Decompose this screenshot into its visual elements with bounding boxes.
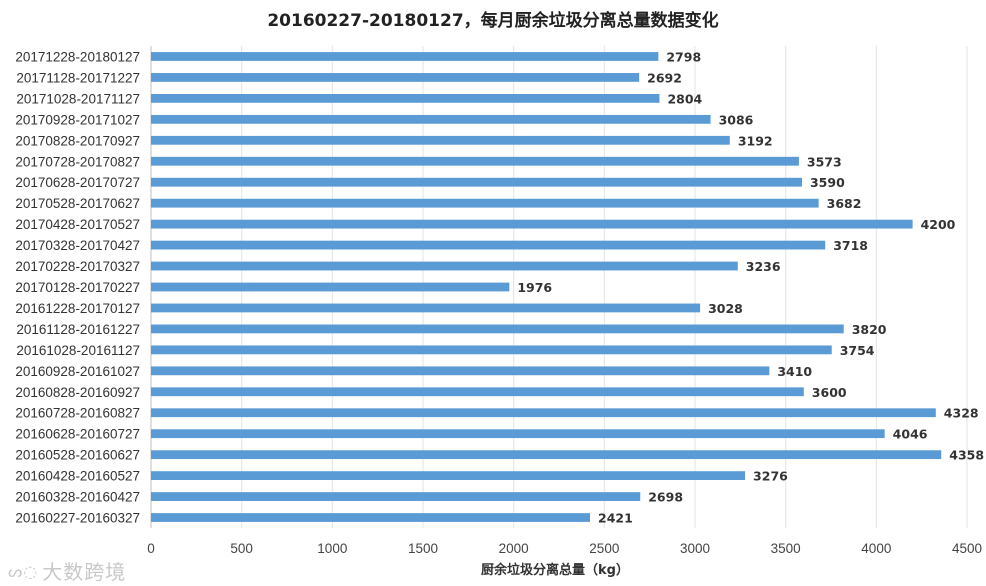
x-tick-label: 4500 <box>952 541 982 556</box>
data-label: 4046 <box>893 427 928 442</box>
bar <box>151 135 730 145</box>
x-axis-ticks: 0 500 1000 1500 2000 2500 3000 3500 4000 4500 <box>147 541 982 556</box>
x-tick-label: 3000 <box>680 541 710 556</box>
category-label: 20160928-20161027 <box>15 364 140 379</box>
x-tick-label: 1500 <box>408 541 438 556</box>
bar <box>151 240 826 250</box>
x-axis-title: 厨余垃圾分离总量（kg） <box>481 562 629 578</box>
bars <box>151 52 942 522</box>
bar <box>151 303 701 313</box>
data-label: 3590 <box>810 175 845 190</box>
category-label: 20170828-20170927 <box>15 133 140 148</box>
category-label: 20171228-20180127 <box>15 49 140 64</box>
category-label: 20160328-20160427 <box>15 490 140 505</box>
category-label: 20171028-20171127 <box>16 91 140 106</box>
bar <box>151 261 738 271</box>
data-label: 3573 <box>807 154 842 169</box>
category-label: 20170428-20170527 <box>15 217 140 232</box>
x-tick-label: 1000 <box>317 541 347 556</box>
x-tick-label: 0 <box>147 541 155 556</box>
category-label: 20161028-20161127 <box>16 343 140 358</box>
data-label: 3276 <box>753 469 788 484</box>
category-label: 20160528-20160627 <box>15 448 140 463</box>
data-label: 3192 <box>738 133 773 148</box>
category-label: 20170928-20171027 <box>15 112 140 127</box>
data-label: 2798 <box>666 49 701 64</box>
data-label: 3718 <box>833 238 868 253</box>
x-tick-label: 500 <box>230 541 253 556</box>
data-label: 3754 <box>840 343 875 358</box>
bar <box>151 366 770 376</box>
watermark-text: 大数跨境 <box>42 560 127 584</box>
category-labels: 20171228-20180127 20171128-20171227 201710… <box>15 49 140 525</box>
bar <box>151 513 591 522</box>
bar <box>151 324 844 334</box>
category-label: 20170728-20170827 <box>15 154 140 169</box>
bar <box>151 282 510 292</box>
bar <box>151 114 711 124</box>
bar <box>151 387 804 397</box>
bar <box>151 73 640 82</box>
bar <box>151 156 799 166</box>
bar <box>151 219 913 229</box>
data-label: 2804 <box>667 91 702 106</box>
category-label: 20170328-20170427 <box>15 238 140 253</box>
x-tick-label: 4000 <box>861 541 891 556</box>
category-label: 20170128-20170227 <box>15 280 140 295</box>
data-label: 3600 <box>812 385 847 400</box>
category-label: 20160227-20160327 <box>15 511 140 526</box>
category-label: 20160628-20160727 <box>15 427 140 442</box>
x-tick-label: 3500 <box>771 541 801 556</box>
data-label: 3820 <box>852 322 887 337</box>
bar <box>151 471 746 481</box>
bar <box>151 177 802 187</box>
data-label: 3028 <box>708 301 743 316</box>
category-label: 20160428-20160527 <box>15 469 140 484</box>
chart-title: 20160227-20180127，每月厨余垃圾分离总量数据变化 <box>267 11 719 31</box>
category-label: 20160728-20160827 <box>15 406 140 421</box>
data-label: 1976 <box>517 280 552 295</box>
data-label: 3236 <box>746 259 781 274</box>
bar <box>151 52 659 61</box>
bar <box>151 93 660 103</box>
data-label: 3086 <box>719 112 754 127</box>
data-label: 3410 <box>777 364 812 379</box>
data-label: 4358 <box>949 448 984 463</box>
logo-icon: ᔕ◌ <box>8 562 39 581</box>
data-labels: 2798 2692 2804 3086 3192 3573 3590 3682 4200 3718… <box>517 49 984 525</box>
bar <box>151 198 819 208</box>
x-tick-label: 2000 <box>499 541 529 556</box>
bar <box>151 429 885 439</box>
data-label: 2421 <box>598 511 633 526</box>
bar <box>151 492 641 501</box>
category-label: 20160828-20160927 <box>15 385 140 400</box>
category-label: 20171128-20171227 <box>16 70 140 85</box>
x-tick-label: 2500 <box>589 541 619 556</box>
bar <box>151 408 936 418</box>
category-label: 20161128-20161227 <box>16 322 140 337</box>
data-label: 2698 <box>648 490 683 505</box>
category-label: 20161228-20170127 <box>15 301 140 316</box>
watermark: ᔕ◌ 大数跨境 <box>8 556 126 585</box>
data-label: 3682 <box>827 196 862 211</box>
category-label: 20170528-20170627 <box>15 196 140 211</box>
bar <box>151 345 832 355</box>
data-label: 2692 <box>647 70 682 85</box>
data-label: 4200 <box>921 217 956 232</box>
bar <box>151 450 942 460</box>
category-label: 20170228-20170327 <box>15 259 140 274</box>
category-label: 20170628-20170727 <box>15 175 140 190</box>
data-label: 4328 <box>944 406 979 421</box>
